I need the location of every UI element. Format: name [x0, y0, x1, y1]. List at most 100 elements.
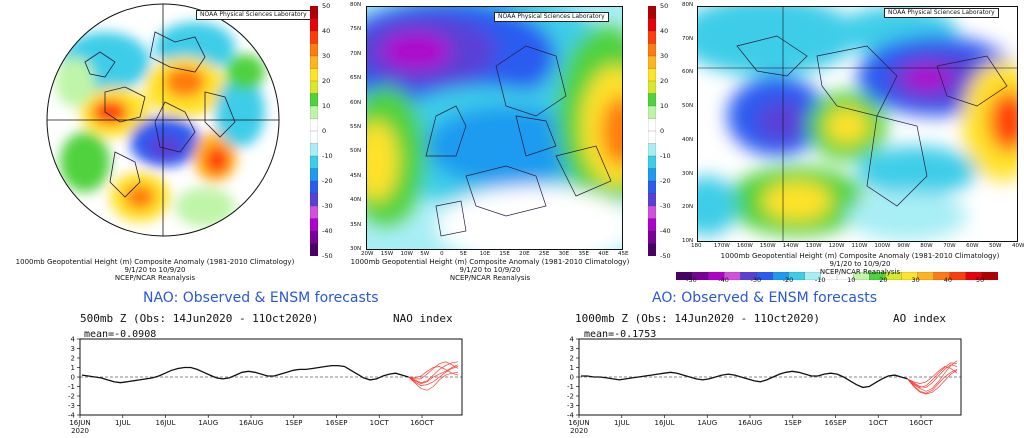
forecast-member-line [907, 370, 958, 395]
colorbar-tick-label: -10 [322, 152, 333, 160]
lat-label: 55N [350, 124, 362, 130]
colorbar-tick-label: 50 [975, 276, 985, 284]
y-tick-label: -2 [68, 393, 75, 401]
forecast-member-line [408, 364, 459, 384]
colorbar-tick-label: -40 [718, 276, 729, 284]
lon-label: 30E [558, 251, 570, 257]
colorbar-tick-label: 10 [322, 102, 331, 110]
lat-label: 40N [682, 136, 694, 143]
map-date-range: 9/1/20 to 10/9/20 [124, 266, 186, 274]
colorbar-tick-label: 30 [911, 276, 920, 284]
colorbar-tick-label: -10 [814, 276, 826, 284]
colorbar-tick-label: 50 [660, 2, 669, 10]
colorbar-swatch [309, 43, 319, 57]
lon-label: 90W [897, 243, 910, 249]
lon-label: 150W [759, 243, 776, 249]
x-tick-label: 1AUG [198, 419, 218, 427]
lat-label: 60N [350, 99, 362, 106]
map-source: NCEP/NCAR Reanalysis [114, 274, 196, 282]
colorbar-swatch [647, 80, 657, 95]
colorbar-tick-label: -20 [322, 177, 333, 185]
colorbar-right-svg [647, 5, 657, 257]
nao-mean: mean=-0.0908 [84, 329, 157, 340]
colorbar-swatch [647, 155, 657, 170]
noaa-label: NOAA Physical Sciences Laboratory [884, 8, 999, 18]
lat-label: 65N [350, 75, 362, 82]
colorbar-swatch [309, 143, 319, 157]
map-source: NCEP/NCAR Reanalysis [819, 268, 901, 276]
y-tick-label: 2 [570, 355, 574, 363]
colorbar-tick-label: 40 [322, 27, 331, 35]
colorbar-left-svg [309, 5, 319, 257]
colorbar-tick-label: -30 [750, 276, 762, 284]
lat-label: 30N [682, 170, 694, 177]
forecast-member-line [907, 360, 958, 392]
lon-label: 40E [598, 251, 609, 257]
observed-line [581, 370, 908, 389]
colorbar-swatch [309, 93, 319, 107]
colorbar-tick-label: -40 [660, 227, 671, 235]
lon-label: 45E [618, 251, 629, 257]
colorbar-tick-label: -50 [660, 252, 671, 260]
lon-label: 110W [851, 243, 868, 249]
colorbar-tick-label: -10 [660, 152, 671, 160]
map-caption: 1000mb Geopotential Height (m) Composite… [720, 252, 1000, 260]
x-tick-label: 16SEP [326, 419, 348, 427]
lat-label: 50N [350, 148, 362, 155]
colorbar-horizontal [675, 265, 999, 281]
forecast-member-line [907, 364, 958, 388]
colorbar-swatch [309, 18, 319, 32]
colorbar-swatch [647, 105, 657, 120]
lon-label: 170W [713, 243, 730, 249]
colorbar-swatch [647, 5, 657, 20]
x-tick-label: 16AUG [738, 419, 762, 427]
colorbar-swatch [647, 168, 657, 182]
colorbar-swatch [647, 143, 657, 157]
lat-label: 30N [350, 246, 362, 252]
europe-anomaly-map [366, 6, 623, 250]
colorbar-tick-label: -30 [322, 202, 333, 210]
lat-label: 75N [350, 26, 362, 33]
map-caption: 1000mb Geopotential Height (m) Composite… [15, 258, 295, 266]
lon-label: 130W [805, 243, 822, 249]
lat-label: 40N [350, 197, 362, 204]
map-date-range: 9/1/20 to 10/9/20 [829, 260, 891, 268]
colorbar-swatch [309, 30, 319, 45]
year-label: 2020 [570, 427, 588, 434]
forecast-member-line [408, 371, 459, 391]
x-tick-label: 16OCT [909, 419, 933, 427]
colorbar-swatch [647, 68, 657, 82]
colorbar-swatch [309, 155, 319, 170]
forecast-member-line [408, 366, 459, 386]
lon-label: 80W [920, 243, 933, 249]
colorbar-swatch [647, 205, 657, 220]
colorbar-swatch [309, 55, 319, 70]
colorbar-swatch [647, 230, 657, 245]
map-source: NCEP/NCAR Reanalysis [449, 274, 531, 282]
colorbar-tick-label: 40 [660, 27, 669, 35]
lon-label: 5W [420, 251, 430, 257]
map-date-range: 9/1/20 to 10/9/20 [459, 266, 521, 274]
colorbar-tick-label: 40 [943, 276, 952, 284]
year-label: 2020 [71, 427, 89, 434]
lon-label: 40W [1012, 243, 1024, 249]
y-tick-label: -3 [567, 402, 574, 410]
y-tick-label: 1 [71, 364, 75, 372]
x-tick-label: 1SEP [784, 419, 802, 427]
colorbar-tick-label: -30 [660, 202, 671, 210]
colorbar-tick-label: 0 [660, 127, 665, 135]
x-tick-label: 1OCT [370, 419, 390, 427]
colorbar-vertical-right [647, 5, 657, 257]
lon-label: 35E [578, 251, 589, 257]
colorbar-swatch [647, 93, 657, 107]
colorbar-swatch [309, 205, 319, 220]
lon-label: 15E [499, 251, 510, 257]
lat-label: 45N [350, 172, 362, 179]
lat-label: 80N [350, 2, 362, 8]
forecast-member-line [907, 366, 958, 384]
colorbar-swatch [647, 193, 657, 207]
x-tick-label: 1JUL [614, 419, 630, 427]
colorbar-tick-label: 50 [322, 2, 331, 10]
lon-label: 15W [380, 251, 394, 257]
colorbar-swatch [647, 218, 657, 232]
